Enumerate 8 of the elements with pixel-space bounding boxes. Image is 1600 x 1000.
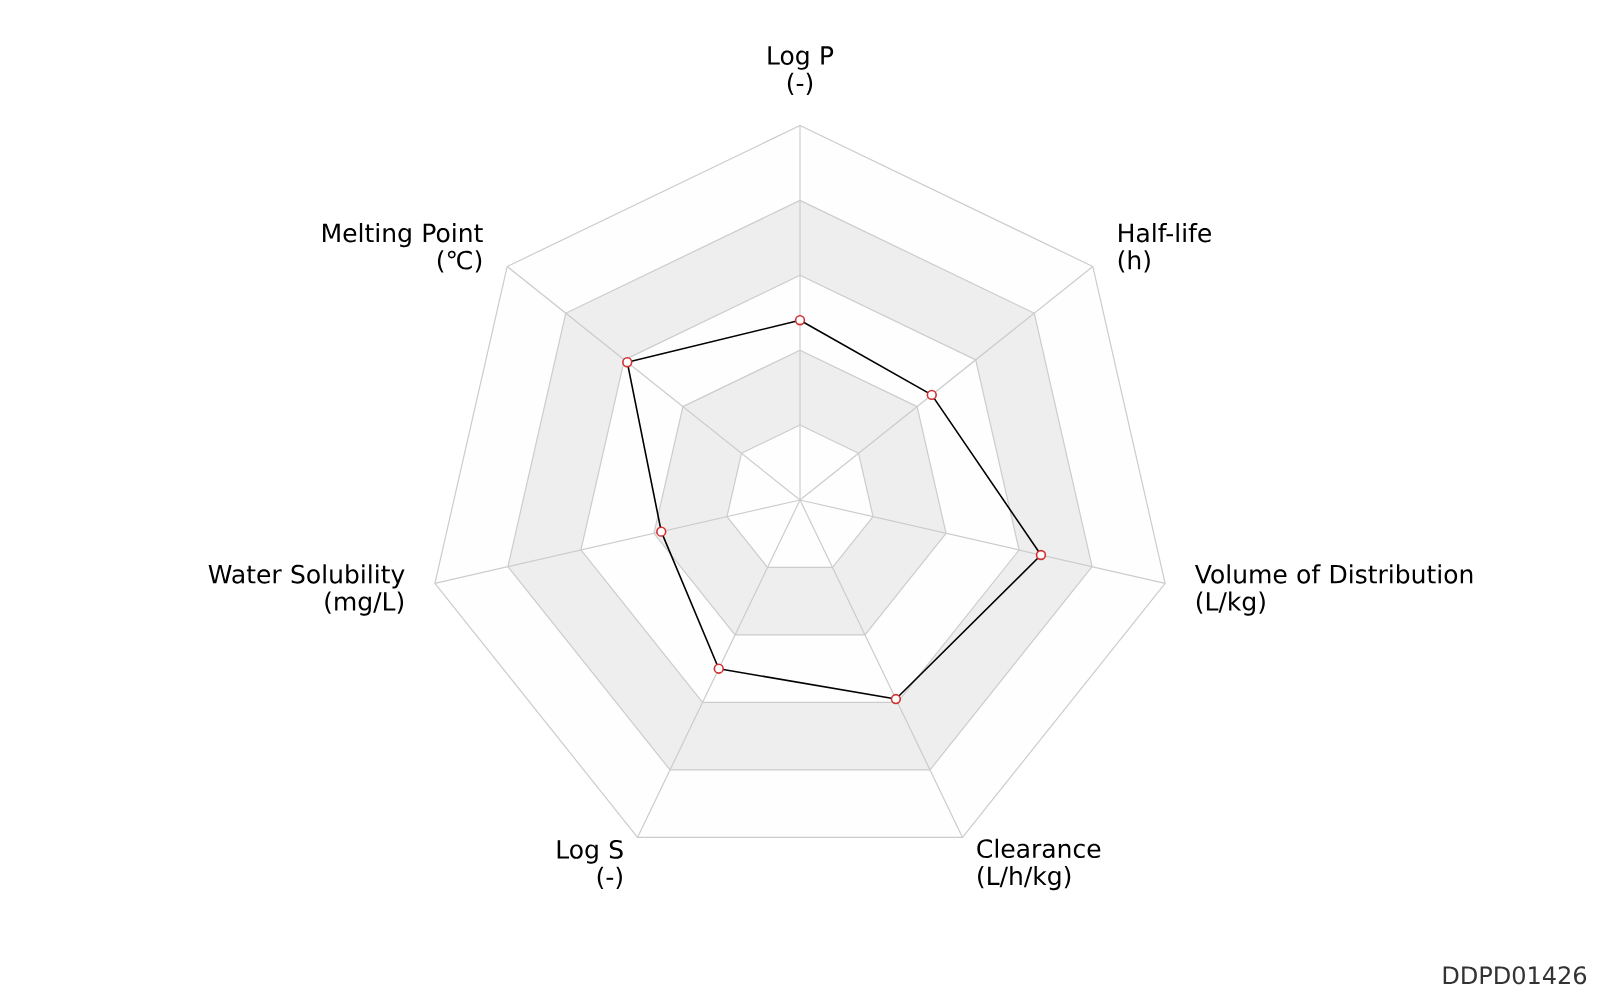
spoke-label: Clearance (L/h/kg) — [977, 838, 1101, 891]
spoke-label: Log P (-) — [768, 46, 834, 96]
spoke-label: Melting Point (℃) — [323, 223, 483, 273]
spoke-label: Water Solubility (mg/L) — [208, 564, 405, 616]
spoke-label: Volume of Distribution (L/kg) — [1194, 564, 1473, 616]
text: DDPD01426 — [1443, 966, 1587, 985]
spoke-label: Log S (-) — [557, 839, 623, 889]
spoke-label: Half-life (h) — [1118, 223, 1211, 273]
